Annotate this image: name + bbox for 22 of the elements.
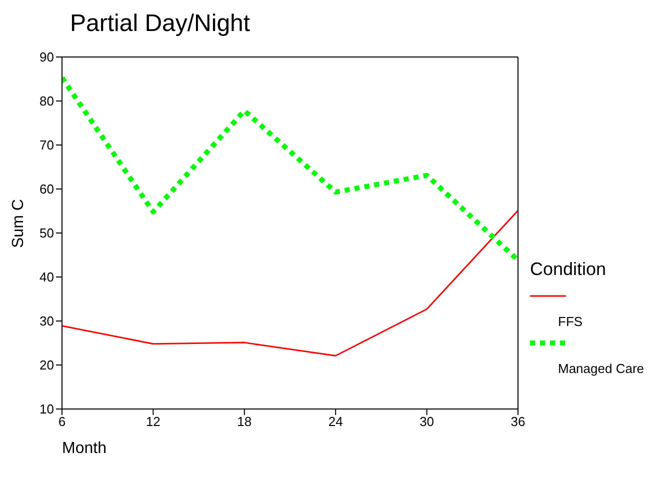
x-tick-label: 24: [328, 414, 343, 430]
y-tick-label: 50: [40, 226, 54, 241]
line-series: [62, 210, 518, 357]
x-axis-title: Month: [62, 440, 106, 458]
x-tick-label: 36: [510, 414, 526, 430]
y-tick-label: 90: [40, 50, 54, 65]
y-tick-label: 10: [40, 402, 54, 417]
chart-title: Partial Day/Night: [70, 10, 250, 38]
x-tick-label: 6: [58, 414, 66, 430]
y-tick-label: 30: [40, 314, 54, 329]
y-tick-label: 20: [40, 358, 54, 373]
y-tick-label: 60: [40, 182, 54, 197]
text: FFS: [557, 314, 584, 329]
y-tick-label: 80: [40, 94, 54, 109]
x-tick-label: 30: [420, 414, 434, 430]
y-axis-title: Sum C: [10, 199, 28, 248]
legend-title: Condition: [530, 259, 608, 280]
y-tick-label: 70: [40, 138, 54, 153]
text: Managed Care: [557, 361, 645, 376]
x-tick-label: 12: [146, 414, 160, 430]
y-tick-label: 40: [40, 270, 54, 285]
x-tick-label: 18: [237, 414, 252, 430]
